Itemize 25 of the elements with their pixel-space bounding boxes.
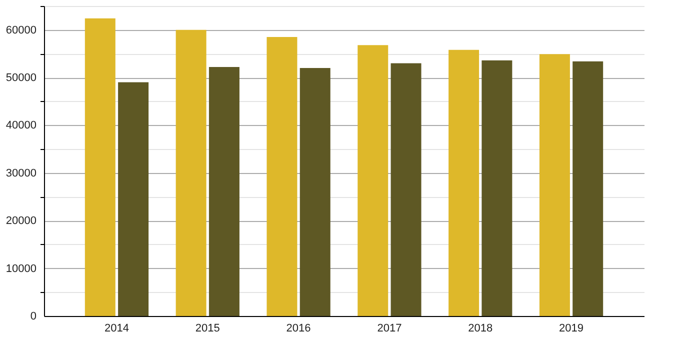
y-tick-label: 40000 — [6, 120, 36, 132]
x-tick-label: 2014 — [104, 322, 129, 334]
x-tick-label: 2018 — [468, 322, 493, 334]
bar — [84, 18, 116, 316]
y-tick-label: 20000 — [6, 215, 36, 228]
x-tick-label: 2015 — [195, 322, 220, 334]
y-tick-label: 60000 — [6, 24, 36, 36]
y-tick-label: 30000 — [6, 167, 36, 180]
bar — [358, 45, 388, 316]
bar — [118, 82, 149, 316]
y-tick-label: 0 — [30, 310, 36, 322]
x-tick-label: 2019 — [559, 322, 584, 334]
bar — [300, 68, 330, 316]
bar — [448, 50, 480, 316]
x-tick-label: 2016 — [286, 322, 311, 334]
bar — [482, 60, 512, 316]
bar — [176, 30, 206, 316]
bar — [539, 54, 570, 316]
bar — [266, 37, 298, 316]
y-tick-label: 10000 — [6, 262, 36, 275]
bar — [208, 67, 240, 316]
y-tick-label: 50000 — [6, 72, 36, 84]
bar — [572, 61, 604, 316]
x-tick-label: 2017 — [377, 322, 402, 334]
bar — [390, 63, 422, 316]
